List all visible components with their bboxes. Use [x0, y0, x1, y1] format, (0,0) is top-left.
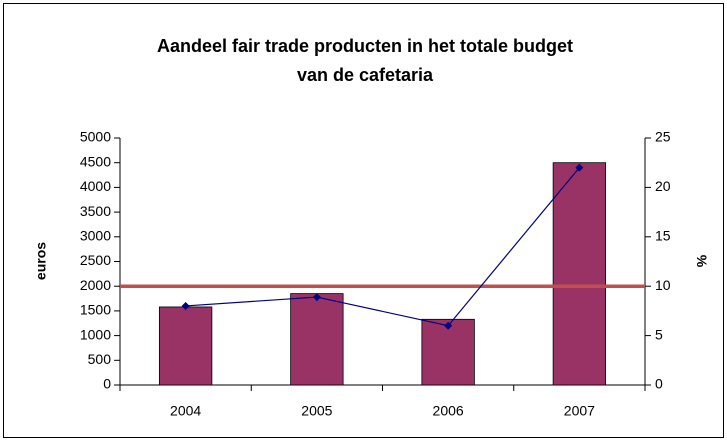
- x-tick-label: 2005: [301, 403, 332, 419]
- y2-tick-label: 0: [655, 376, 663, 392]
- y-tick-label: 5000: [80, 129, 111, 145]
- chart-title: van de cafetaria: [297, 65, 434, 85]
- y2-tick-label: 20: [655, 178, 671, 194]
- bar: [421, 318, 475, 386]
- y2-axis-label: %: [694, 254, 710, 267]
- bar: [158, 306, 213, 386]
- bar: [290, 293, 344, 386]
- y2-tick-label: 25: [655, 129, 671, 145]
- y-tick-label: 2500: [80, 252, 111, 268]
- y-tick-label: 0: [103, 376, 111, 392]
- y-tick-label: 4500: [80, 153, 111, 169]
- y-tick-label: 1500: [80, 302, 111, 318]
- line: [185, 167, 580, 327]
- y-tick-label: 4000: [80, 178, 111, 194]
- y-axis-label: euros: [33, 242, 49, 280]
- y2-tick-label: 10: [655, 277, 671, 293]
- chart-title: Aandeel fair trade producten in het tota…: [157, 36, 573, 56]
- y-tick-label: 500: [88, 351, 112, 367]
- bar: [552, 162, 607, 386]
- y-tick-label: 3000: [80, 228, 111, 244]
- y2-tick-label: 5: [655, 326, 663, 342]
- x-tick-label: 2004: [170, 403, 201, 419]
- y-tick-label: 2000: [80, 277, 111, 293]
- marker: [575, 163, 584, 172]
- marker: [312, 293, 321, 302]
- y-tick-label: 3500: [80, 203, 111, 219]
- y2-tick-label: 15: [655, 228, 671, 244]
- x-tick-label: 2006: [433, 403, 464, 419]
- x-tick-label: 2007: [564, 403, 595, 419]
- marker: [444, 321, 453, 330]
- marker: [181, 301, 190, 310]
- y-tick-label: 1000: [80, 326, 111, 342]
